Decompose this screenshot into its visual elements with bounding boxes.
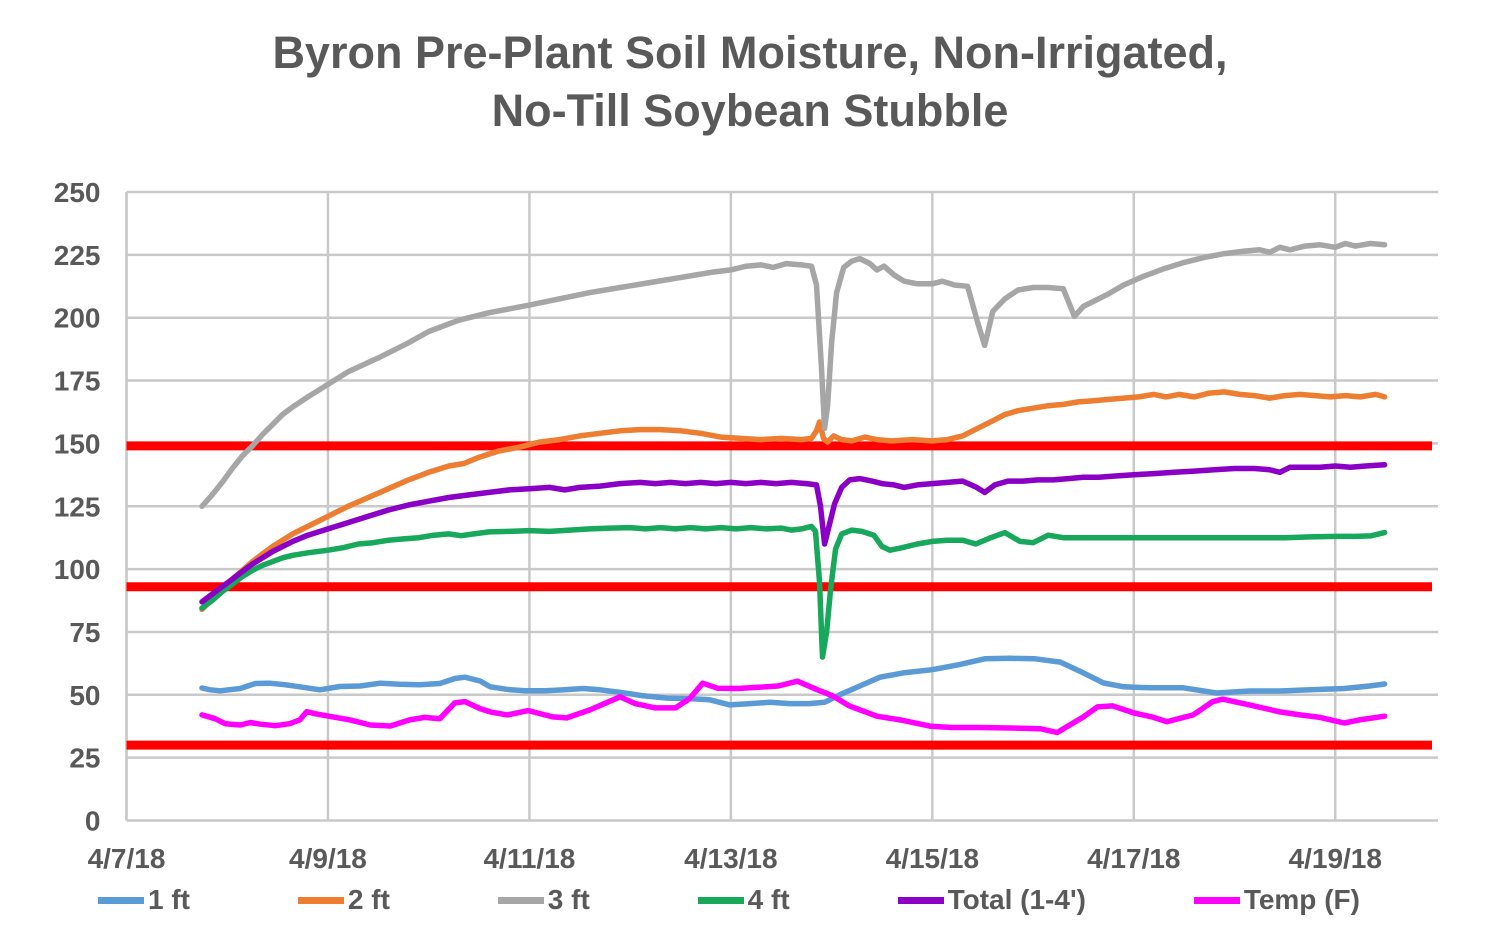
legend: 1 ft 2 ft 3 ft 4 ft Total (1-4') Temp (F) (98, 884, 1360, 916)
legend-item-2-ft: 2 ft (297, 884, 390, 916)
legend-item-total-1-4: Total (1-4') (897, 884, 1086, 916)
legend-item-3-ft: 3 ft (497, 884, 590, 916)
legend-label-4-ft: 4 ft (747, 884, 790, 915)
y-tick-label-50: 50 (69, 680, 100, 711)
y-tick-label-175: 175 (54, 366, 101, 397)
legend-item-temp-f: Temp (F) (1193, 884, 1360, 916)
series-line-2-ft (199, 389, 1388, 613)
x-tick-label-4-7-18: 4/7/18 (88, 843, 166, 874)
x-tick-label-4-19-18: 4/19/18 (1289, 843, 1382, 874)
x-tick-label-4-17-18: 4/17/18 (1087, 843, 1180, 874)
legend-marker-4-ft (697, 896, 744, 904)
series-line-4-ft (199, 523, 1388, 660)
legend-label-total-1-4: Total (1-4') (947, 884, 1086, 915)
legend-item-4-ft: 4 ft (697, 884, 790, 916)
x-tick-label-4-15-18: 4/15/18 (886, 843, 979, 874)
y-tick-label-100: 100 (54, 554, 101, 585)
series-line-total-1-4 (199, 462, 1388, 605)
y-tick-label-125: 125 (54, 491, 101, 522)
x-tick-label-4-11-18: 4/11/18 (483, 843, 575, 874)
legend-item-1-ft: 1 ft (98, 884, 190, 916)
chart-title: Byron Pre-Plant Soil Moisture, Non-Irrig… (0, 24, 1500, 140)
y-tick-label-200: 200 (54, 303, 101, 334)
y-tick-label-250: 250 (54, 177, 101, 208)
legend-marker-temp-f (1193, 896, 1240, 904)
y-tick-label-75: 75 (69, 617, 100, 648)
legend-marker-3-ft (497, 896, 544, 904)
legend-marker-2-ft (297, 896, 344, 904)
y-tick-label-225: 225 (54, 240, 101, 271)
legend-label-2-ft: 2 ft (347, 884, 390, 915)
legend-label-3-ft: 3 ft (547, 884, 590, 915)
x-tick-label-4-13-18: 4/13/18 (684, 843, 777, 874)
chart-title-line2: No-Till Soybean Stubble (491, 85, 1009, 136)
series-line-temp-f (199, 678, 1388, 736)
x-tick-label-4-9-18: 4/9/18 (289, 843, 367, 874)
legend-marker-total-1-4 (897, 896, 944, 904)
y-tick-label-0: 0 (85, 806, 101, 837)
series-line-3-ft (199, 240, 1388, 510)
y-tick-label-150: 150 (54, 428, 101, 459)
legend-label-1-ft: 1 ft (148, 884, 190, 915)
chart-title-line1: Byron Pre-Plant Soil Moisture, Non-Irrig… (272, 27, 1228, 78)
legend-label-temp-f: Temp (F) (1243, 884, 1360, 915)
series-line-1-ft (199, 655, 1388, 708)
legend-marker-1-ft (98, 896, 144, 904)
y-tick-label-25: 25 (69, 743, 100, 774)
